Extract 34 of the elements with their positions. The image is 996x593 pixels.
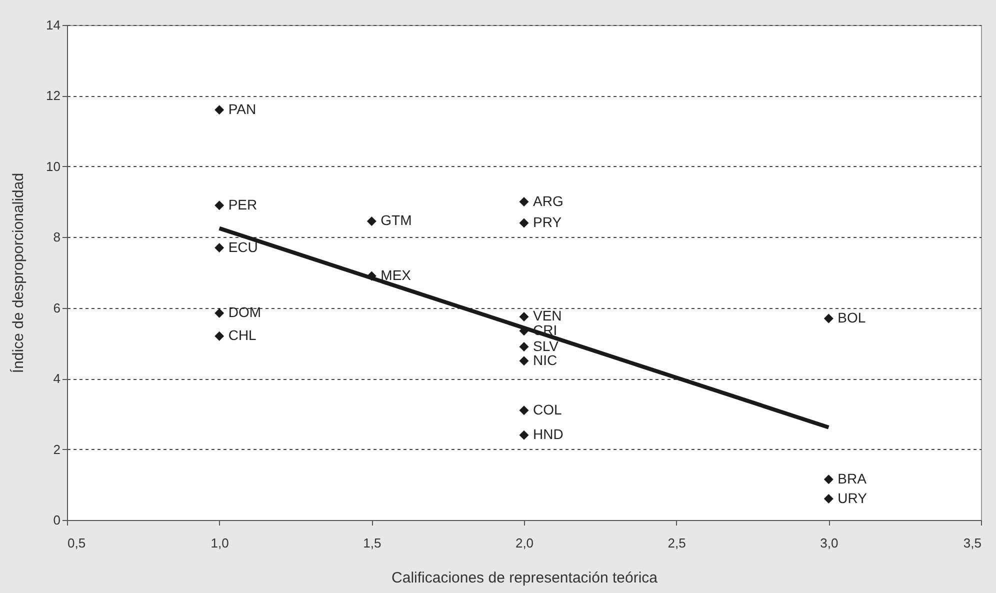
annotation: NIC — [533, 352, 558, 368]
y-tick-label: 4 — [53, 371, 60, 386]
x-tick-label: 2,0 — [515, 536, 534, 550]
annotation: ECU — [228, 238, 258, 255]
annotation: VEN — [533, 308, 562, 324]
x-axis-title: Calificaciones de representación teórica — [392, 570, 658, 586]
annotation: MEX — [380, 267, 412, 284]
annotation: URY — [838, 490, 868, 506]
annotation: GTM — [380, 212, 412, 228]
x-tick-label: 0,5 — [68, 536, 86, 550]
annotation: BRA — [838, 470, 868, 486]
x-tick-label: 1,5 — [363, 536, 382, 550]
annotation: DOM — [228, 304, 262, 320]
x-tick-label: 2,5 — [668, 536, 686, 550]
annotation: COL — [533, 401, 562, 418]
x-tick-label: 3,5 — [963, 536, 982, 550]
annotation: ARG — [533, 192, 564, 209]
y-tick-label: 6 — [53, 300, 60, 316]
annotation: HND — [533, 426, 564, 442]
y-tick-label: 10 — [46, 158, 60, 174]
x-tick-label: 1,0 — [210, 536, 229, 550]
annotation: SLV — [533, 338, 560, 354]
y-tick-label: 2 — [53, 442, 60, 457]
x-tick-label: 3,0 — [820, 536, 838, 550]
annotation: BOL — [838, 309, 866, 326]
annotation: PER — [228, 196, 258, 212]
annotation: CHL — [228, 327, 257, 344]
annotation: PRY — [533, 214, 562, 230]
y-tick-label: 8 — [53, 230, 60, 245]
y-tick-label: 0 — [53, 512, 60, 528]
y-tick-label: 12 — [46, 88, 60, 104]
y-tick-label: 14 — [46, 18, 60, 32]
y-axis-title: Índice de desproporcionalidad — [9, 172, 28, 374]
annotation: PAN — [228, 100, 256, 117]
